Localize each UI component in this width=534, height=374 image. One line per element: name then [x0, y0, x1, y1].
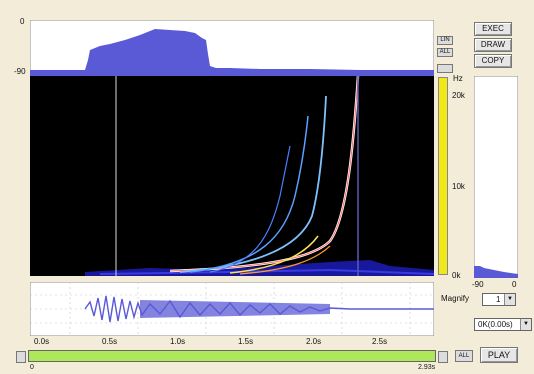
lin-toggle-button[interactable]: LIN	[437, 36, 453, 45]
freq-label-0k: 0k	[452, 271, 461, 280]
time-label: 0.0s	[34, 337, 50, 346]
magnify-value: 1	[496, 295, 501, 304]
exec-button[interactable]: EXEC	[474, 22, 512, 36]
level-bar[interactable]	[438, 77, 448, 275]
time-label: 0.5s	[102, 337, 118, 346]
amplitude-top-label: 0	[20, 17, 25, 26]
amplitude-bottom-label: -90	[14, 67, 26, 76]
freq-label-10k: 10k	[452, 182, 465, 191]
overview-waveform[interactable]	[30, 20, 434, 76]
scroll-left-arrow[interactable]	[16, 351, 26, 363]
time-label: 1.5s	[238, 337, 254, 346]
time-label: 2.5s	[372, 337, 388, 346]
time-scrollbar[interactable]	[28, 350, 436, 362]
time-label: 1.0s	[170, 337, 186, 346]
window-value: 0K(0.00s)	[478, 320, 513, 329]
all-toggle-button[interactable]: ALL	[437, 48, 453, 57]
time-label: 2.0s	[306, 337, 322, 346]
chevron-down-icon: ▼	[504, 294, 515, 305]
detail-waveform[interactable]	[30, 282, 434, 336]
level-slider-handle[interactable]	[437, 64, 453, 73]
scroll-end-label: 2.93s	[418, 364, 436, 371]
magnify-select[interactable]: 1 ▼	[482, 293, 516, 306]
play-button[interactable]: PLAY	[480, 347, 518, 363]
freq-label-20k: 20k	[452, 91, 465, 100]
magnify-label: Magnify	[441, 294, 470, 303]
spectrum-max-label: 0	[512, 280, 517, 289]
window-select[interactable]: 0K(0.00s) ▼	[474, 318, 532, 331]
spectrum-panel	[474, 76, 518, 278]
copy-button[interactable]: COPY	[474, 54, 512, 68]
spectrogram[interactable]	[30, 76, 434, 276]
spectrum-min-label: -90	[472, 280, 484, 289]
scroll-right-arrow[interactable]	[438, 351, 448, 363]
all-button[interactable]: ALL	[455, 350, 473, 362]
chevron-down-icon: ▼	[520, 319, 531, 330]
freq-unit-label: Hz	[453, 74, 463, 83]
scroll-start-label: 0	[30, 364, 34, 371]
draw-button[interactable]: DRAW	[474, 38, 512, 52]
